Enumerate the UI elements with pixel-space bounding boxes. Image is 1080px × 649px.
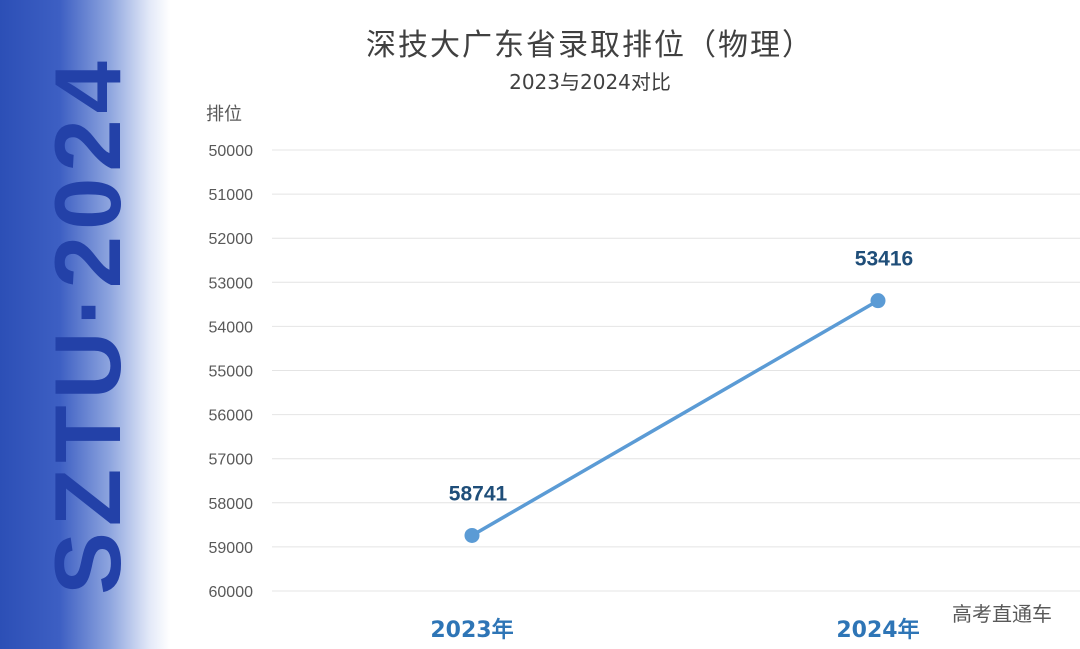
data-label: 53416 <box>855 248 913 271</box>
data-point <box>870 293 886 309</box>
x-tick-label: 2023年 <box>430 617 513 643</box>
data-label: 58741 <box>449 482 508 505</box>
chart-subtitle: 2023与2024对比 <box>509 70 671 94</box>
y-tick-label: 51000 <box>209 187 254 204</box>
side-banner: SZTU·2024 <box>0 0 170 649</box>
series-line <box>470 298 880 538</box>
y-tick-label: 57000 <box>209 452 254 469</box>
y-axis-label: 排位 <box>206 104 242 125</box>
chart-title: 深技大广东省录取排位（物理） <box>366 28 814 63</box>
y-tick-label: 60000 <box>209 584 254 601</box>
watermark: 高考直通车 <box>952 602 1052 626</box>
y-tick-label: 58000 <box>209 496 254 513</box>
x-tick-label: 2024年 <box>836 617 919 643</box>
y-tick-label: 50000 <box>209 143 254 160</box>
data-point <box>464 527 480 543</box>
y-tick-label: 52000 <box>209 231 254 248</box>
y-tick-label: 54000 <box>209 319 254 336</box>
y-tick-label: 56000 <box>209 408 254 425</box>
y-tick-label: 59000 <box>209 540 254 557</box>
y-tick-label: 53000 <box>209 275 254 292</box>
y-tick-label: 55000 <box>209 364 254 381</box>
